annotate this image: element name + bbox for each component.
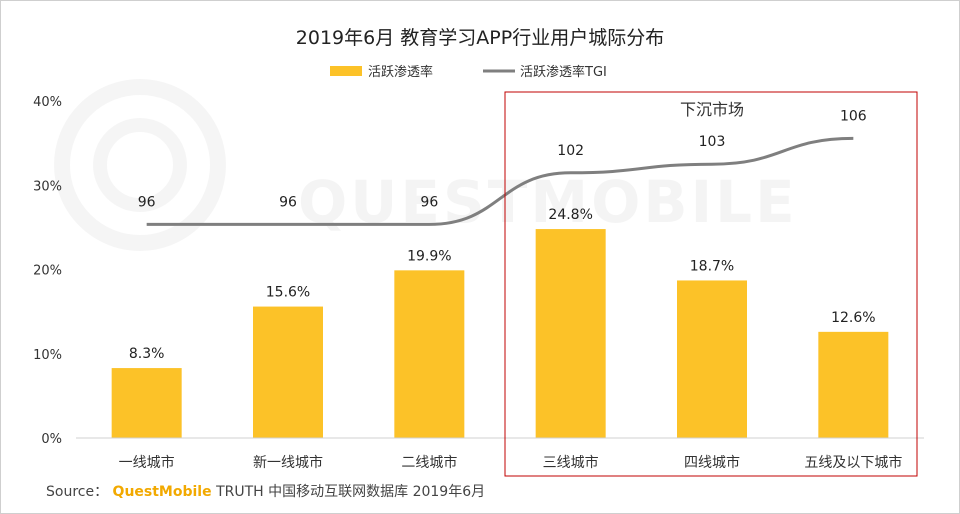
- y-tick-label: 10%: [33, 348, 62, 363]
- bar: [111, 368, 182, 438]
- tgi-data-label: 103: [699, 134, 726, 150]
- tgi-line: [146, 136, 854, 226]
- y-tick-label: 20%: [33, 264, 62, 279]
- legend: 活跃渗透率 活跃渗透率TGI: [330, 64, 607, 80]
- tgi-data-label: 102: [557, 143, 584, 159]
- legend-line-label: 活跃渗透率TGI: [520, 64, 607, 80]
- bar-labels: 8.3% 15.6% 19.9% 24.8% 18.7% 12.6%: [129, 207, 876, 362]
- tgi-labels: 96 96 96 102 103 106: [138, 108, 867, 210]
- x-tick-label: 四线城市: [684, 454, 740, 471]
- tgi-data-label: 96: [138, 194, 156, 210]
- source-note: Source： QuestMobile TRUTH 中国移动互联网数据库 201…: [46, 481, 485, 501]
- source-prefix: Source：: [46, 484, 109, 500]
- x-tick-label: 一线城市: [119, 454, 175, 471]
- chart-title: 2019年6月 教育学习APP行业用户城际分布: [296, 27, 664, 49]
- bar-data-label: 8.3%: [129, 346, 165, 362]
- bar-data-label: 15.6%: [266, 285, 310, 301]
- x-tick-label: 三线城市: [543, 454, 599, 471]
- highlight-label: 下沉市场: [680, 100, 744, 119]
- bar-data-label: 18.7%: [690, 258, 734, 274]
- x-axis: 一线城市 新一线城市 二线城市 三线城市 四线城市 五线及以下城市: [76, 437, 924, 471]
- watermark-ring-inner-icon: [93, 118, 187, 212]
- bar: [394, 270, 465, 438]
- x-tick-label: 五线及以下城市: [804, 454, 902, 471]
- tgi-data-label: 96: [279, 194, 297, 210]
- bars: [111, 229, 889, 438]
- bar: [818, 331, 889, 438]
- bar-data-label: 12.6%: [831, 310, 875, 326]
- y-tick-label: 30%: [33, 179, 62, 194]
- y-axis: 0% 10% 20% 30% 40%: [33, 95, 62, 447]
- source-text: TRUTH 中国移动互联网数据库 2019年6月: [216, 484, 486, 500]
- legend-bar-label: 活跃渗透率: [368, 64, 433, 80]
- x-tick-label: 二线城市: [401, 454, 457, 471]
- tgi-data-label: 106: [840, 108, 867, 124]
- y-tick-label: 40%: [33, 95, 62, 110]
- legend-bar-swatch: [330, 66, 362, 76]
- y-tick-label: 0%: [41, 432, 62, 447]
- bar: [253, 306, 323, 438]
- x-tick-label: 新一线城市: [253, 454, 323, 471]
- highlight-box: [504, 91, 918, 477]
- tgi-data-label: 96: [420, 194, 438, 210]
- bar: [677, 280, 747, 438]
- watermark-ring-icon: [54, 79, 226, 251]
- bar: [535, 229, 606, 438]
- bar-data-label: 24.8%: [548, 207, 592, 223]
- bar-data-label: 19.9%: [407, 248, 451, 264]
- source-brand: QuestMobile: [112, 484, 212, 500]
